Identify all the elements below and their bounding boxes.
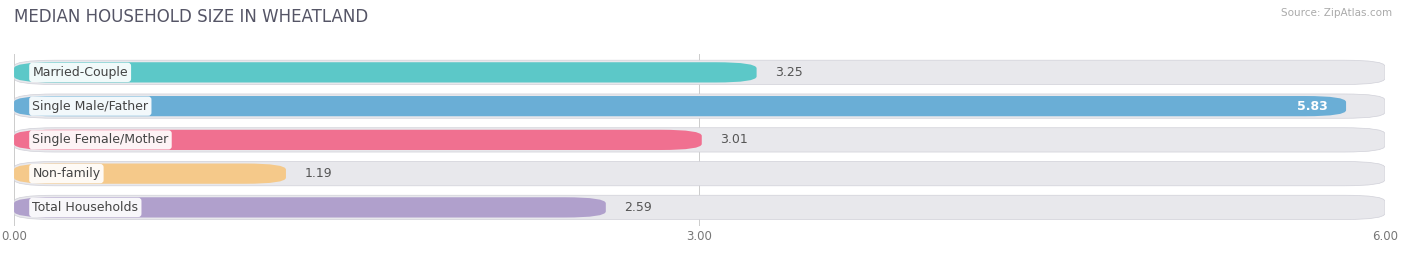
Text: Non-family: Non-family	[32, 167, 100, 180]
Text: Married-Couple: Married-Couple	[32, 66, 128, 79]
Text: 5.83: 5.83	[1298, 100, 1327, 113]
FancyBboxPatch shape	[14, 164, 285, 184]
Text: Single Male/Father: Single Male/Father	[32, 100, 149, 113]
Text: Total Households: Total Households	[32, 201, 138, 214]
Text: 1.19: 1.19	[304, 167, 332, 180]
Text: Single Female/Mother: Single Female/Mother	[32, 133, 169, 146]
FancyBboxPatch shape	[14, 60, 1385, 84]
Text: Source: ZipAtlas.com: Source: ZipAtlas.com	[1281, 8, 1392, 18]
FancyBboxPatch shape	[14, 161, 1385, 186]
Text: MEDIAN HOUSEHOLD SIZE IN WHEATLAND: MEDIAN HOUSEHOLD SIZE IN WHEATLAND	[14, 8, 368, 26]
FancyBboxPatch shape	[14, 62, 756, 83]
FancyBboxPatch shape	[14, 128, 1385, 152]
FancyBboxPatch shape	[14, 195, 1385, 220]
FancyBboxPatch shape	[14, 197, 606, 218]
FancyBboxPatch shape	[14, 130, 702, 150]
FancyBboxPatch shape	[14, 96, 1346, 116]
FancyBboxPatch shape	[14, 94, 1385, 118]
Text: 2.59: 2.59	[624, 201, 652, 214]
Text: 3.25: 3.25	[775, 66, 803, 79]
Text: 3.01: 3.01	[720, 133, 748, 146]
